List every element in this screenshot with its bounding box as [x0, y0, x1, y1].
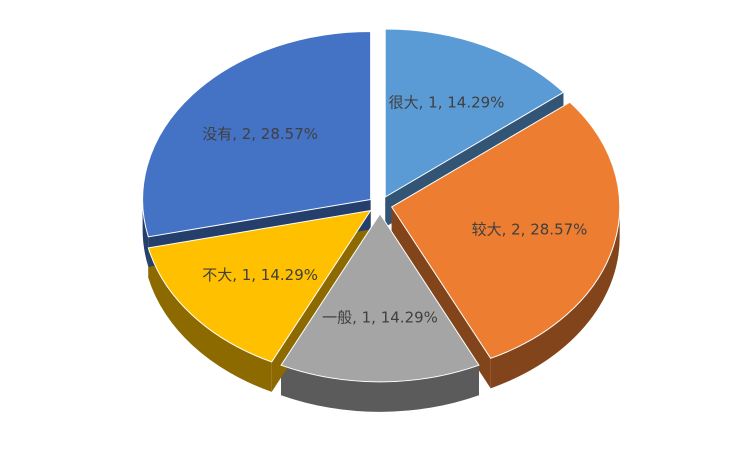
pie-slice-side	[148, 247, 272, 392]
data-label: 没有, 2, 28.57%	[202, 125, 318, 143]
pie-slice-side	[490, 206, 620, 389]
pie-slice	[384, 28, 565, 198]
pie-slice	[142, 30, 372, 238]
pie-slice-side	[142, 199, 149, 267]
pie-slice	[390, 101, 621, 359]
pie-labels: 很大, 1, 14.29% 较大, 2, 28.57% 一般, 1, 14.29% 不…	[202, 94, 587, 327]
data-label: 一般, 1, 14.29%	[322, 309, 438, 327]
data-label: 不大, 1, 14.29%	[202, 266, 318, 284]
pie-tops	[142, 28, 621, 383]
pie-slice-face	[391, 206, 491, 389]
data-label: 很大, 1, 14.29%	[389, 94, 505, 112]
pie-slice-side	[281, 365, 479, 412]
data-label: 较大, 2, 28.57%	[472, 221, 588, 239]
pie-slice	[280, 212, 480, 383]
pie-slice	[147, 209, 372, 363]
